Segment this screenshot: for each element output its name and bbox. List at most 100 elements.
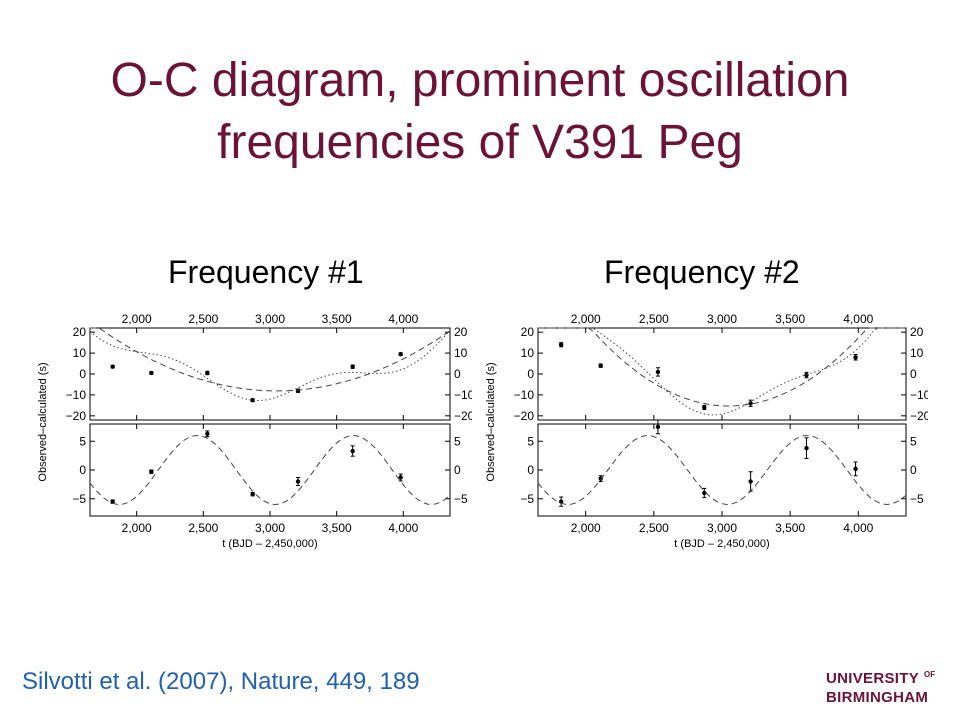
bottom-data-point [398,475,403,480]
xtick-label-bottom: 2,500 [188,521,218,535]
top-ytick-label: 20 [73,325,87,339]
x-axis-label: t (BJD – 2,450,000) [674,538,769,550]
bottom-ytick-label-right: −5 [454,492,468,506]
top-data-point [350,364,355,369]
bottom-ytick-label-right: 5 [454,434,461,448]
top-ytick-label-right: −20 [910,409,928,423]
logo-university-text: UNIVERSITY [826,670,919,687]
top-dotted-model-curve [89,329,451,402]
slide-title: O-C diagram, prominent oscillation frequ… [0,50,960,174]
bottom-ytick-label-right: 0 [910,463,917,477]
bottom-data-point [558,499,564,504]
bottom-panel-frame [537,423,907,517]
xtick-label-bottom: 2,000 [571,521,601,535]
xtick-label-top: 3,500 [322,312,352,326]
bottom-ytick-label: 0 [527,463,534,477]
bottom-data-point [110,499,115,504]
top-data-point [205,370,210,376]
y-axis-label: Observed–calculated (s) [37,362,49,481]
top-data-point [149,370,154,376]
top-ytick-label-right: −10 [910,388,928,402]
bottom-dashed-sine-curve [89,434,451,506]
top-data-point [804,372,809,378]
top-ytick-label: −20 [66,409,87,423]
university-of-birmingham-logo: UNIVERSITY OF BIRMINGHAM [826,670,935,706]
top-data-point [110,364,115,369]
x-axis-label: t (BJD – 2,450,000) [222,538,317,550]
xtick-label-top: 2,500 [639,312,669,326]
bottom-ytick-label-right: −5 [910,492,924,506]
bottom-ytick-label: 0 [79,463,86,477]
xtick-label-top: 4,000 [843,312,873,326]
bottom-ytick-label: 5 [527,434,534,448]
citation: Silvotti et al. (2007), Nature, 449, 189 [22,668,420,695]
bottom-ytick-label-right: 0 [454,463,461,477]
top-ytick-label-right: 10 [910,346,924,360]
xtick-label-bottom: 4,000 [388,521,418,535]
top-ytick-label-right: 0 [454,367,461,381]
y-axis-label: Observed–calculated (s) [485,362,497,481]
top-data-point [748,401,753,406]
slide-title-line-2: frequencies of V391 Peg [217,116,743,169]
bottom-ytick-label: 5 [79,434,86,448]
bottom-data-point [702,490,707,496]
xtick-label-top: 4,000 [388,312,418,326]
top-data-point [250,397,255,403]
bottom-dashed-sine-curve [537,434,907,506]
top-ytick-label: 20 [521,325,535,339]
logo-of-text: OF [924,670,935,679]
top-ytick-label: 0 [527,367,534,381]
bottom-data-point [655,424,661,430]
top-ytick-label-right: −10 [454,388,472,402]
xtick-label-bottom: 3,000 [255,521,285,535]
top-data-point [598,363,603,368]
bottom-ytick-label: −5 [72,492,86,506]
top-dashed-model-curve [90,327,451,392]
slide-title-line-1: O-C diagram, prominent oscillation [110,54,850,107]
top-panel-frame [89,327,451,421]
top-data-point [853,355,858,360]
top-panel-frame [537,327,907,421]
xtick-label-bottom: 3,000 [707,521,737,535]
top-ytick-label-right: 0 [910,367,917,381]
bottom-panel-frame [89,423,451,517]
xtick-label-top: 2,000 [571,312,601,326]
top-ytick-label: 0 [79,367,86,381]
frequency-2-label: Frequency #2 [604,254,800,290]
top-data-point [295,388,301,393]
top-data-point [398,351,403,357]
bottom-ytick-label-right: 5 [910,434,917,448]
xtick-label-top: 3,000 [255,312,285,326]
top-data-point [702,405,707,410]
top-ytick-label: 10 [521,346,535,360]
top-ytick-label: 10 [73,346,87,360]
xtick-label-top: 2,500 [188,312,218,326]
top-ytick-label-right: 20 [910,325,924,339]
xtick-label-top: 2,000 [122,312,152,326]
frequency-1-label: Frequency #1 [168,254,364,290]
xtick-label-bottom: 2,000 [122,521,152,535]
bottom-data-point [748,479,753,484]
logo-birmingham-text: BIRMINGHAM [826,689,928,706]
xtick-label-top: 3,500 [775,312,805,326]
top-ytick-label-right: 20 [454,325,468,339]
oc-chart-frequency-1: −20 −20 −10 −10 0 0 10 10 20 20 −5 −5 0 0 5 5 2,000 2,000… [37,312,472,550]
bottom-data-point [853,466,858,472]
top-ytick-label: −20 [514,409,535,423]
bottom-data-point [350,448,355,454]
top-ytick-label: −10 [514,388,535,402]
xtick-label-bottom: 3,500 [775,521,805,535]
top-data-point [558,342,564,347]
oc-chart-frequency-2: −20 −20 −10 −10 0 0 10 10 20 20 −5 −5 0 0 5 5 2,000 2,000… [485,312,928,550]
bottom-data-point [295,479,301,484]
xtick-label-top: 3,000 [707,312,737,326]
xtick-label-bottom: 3,500 [322,521,352,535]
xtick-label-bottom: 4,000 [843,521,873,535]
top-ytick-label-right: 10 [454,346,468,360]
top-dotted-model-curve [538,327,906,416]
top-dashed-model-curve [538,327,906,407]
bottom-ytick-label: −5 [520,492,534,506]
xtick-label-bottom: 2,500 [639,521,669,535]
top-data-point [655,369,661,375]
top-ytick-label-right: −20 [454,409,472,423]
